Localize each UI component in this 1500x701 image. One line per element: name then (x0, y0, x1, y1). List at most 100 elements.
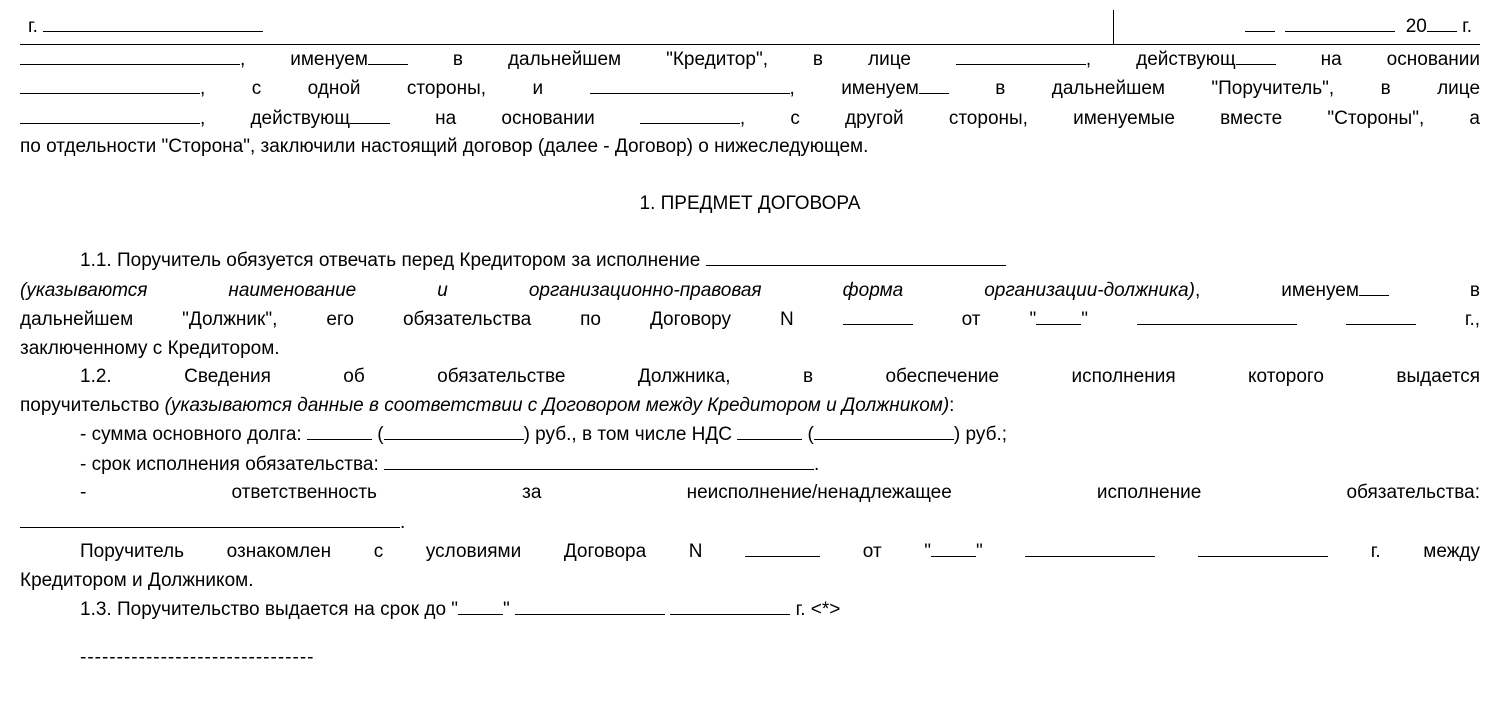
footnote-dashes: -------------------------------- (80, 644, 1480, 673)
guarantor-basis-blank (640, 104, 740, 124)
ack-year-blank (1198, 537, 1328, 557)
preamble-text-1c: , действующ (1086, 49, 1236, 70)
term-year-blank (670, 595, 790, 615)
bullet-term: - срок исполнения обязательства: . (20, 450, 1480, 480)
year-blank (1427, 12, 1457, 32)
clause-1-2-text-b: поручительство (20, 395, 165, 416)
bullet-sum-a: - сумма основного долга: (80, 424, 307, 445)
ack-text-a: Поручитель ознакомлен с условиями Догово… (80, 541, 745, 562)
city-label: г. (28, 16, 38, 37)
ack-day-blank (931, 537, 976, 557)
clause-1-1-text-j: заключенному с Кредитором. (20, 338, 280, 359)
preamble-text-2b: , именуем (790, 78, 919, 99)
nds-blank (737, 420, 802, 440)
clause-1-1-text-i: г., (1416, 309, 1480, 330)
preamble-text-4: по отдельности "Сторона", заключили наст… (20, 136, 868, 157)
bullet-sum-b: ( (372, 424, 384, 445)
creditor-name-blank (20, 45, 240, 65)
debtor-suffix-blank (1359, 276, 1389, 296)
contract-month-blank (1137, 305, 1297, 325)
clause-1-2-text-c: : (949, 395, 954, 416)
bullet-term-b: . (814, 454, 819, 475)
clause-1-1-text-d: в (1389, 280, 1480, 301)
creditor-person-blank (956, 45, 1086, 65)
clause-1-2-italic: (указываются данные в соответствии с Дог… (165, 395, 950, 416)
term-month-blank (515, 595, 665, 615)
clause-1-1-italic: (указываются наименование и организацион… (20, 280, 1195, 301)
creditor-acting-blank (1236, 45, 1276, 65)
city-cell: г. (20, 10, 1114, 44)
term-blank (384, 450, 814, 470)
preamble-text-2a: , с одной стороны, и (200, 78, 590, 99)
bullet-liability-line1: - ответственность за неисполнение/ненадл… (20, 479, 1480, 508)
liability-blank (20, 508, 400, 528)
preamble-line1: , именуем в дальнейшем "Кредитор", в лиц… (20, 45, 1480, 75)
header-row: г. 20 г. (20, 10, 1480, 45)
clause-1-2-line2: поручительство (указываются данные в соо… (20, 392, 1480, 421)
preamble-text-1a: , именуем (240, 49, 368, 70)
clause-1-3-text-d: г. <*> (790, 599, 840, 620)
clause-1-1-line3: дальнейшем "Должник", его обязательства … (20, 305, 1480, 335)
bullet-liability-b: . (400, 512, 405, 533)
ack-text-d (1155, 541, 1198, 562)
clause-1-1-text-e: дальнейшем "Должник", его обязательства … (20, 309, 843, 330)
clause-1-2-text-a: 1.2. Сведения об обязательстве Должника,… (80, 366, 1480, 387)
ack-month-blank (1025, 537, 1155, 557)
contract-year-blank (1346, 305, 1416, 325)
clause-1-3: 1.3. Поручительство выдается на срок до … (20, 595, 1480, 625)
clause-1-1-text-g: " (1081, 309, 1137, 330)
clause-1-1-text-a: 1.1. Поручитель обязуется отвечать перед… (80, 250, 706, 271)
contract-day-blank (1036, 305, 1081, 325)
clause-1-1-line2: (указываются наименование и организацион… (20, 276, 1480, 306)
preamble-line2: , с одной стороны, и , именуем в дальней… (20, 74, 1480, 104)
year-label: 20 (1406, 16, 1427, 37)
bullet-liability-a: - ответственность за неисполнение/ненадл… (80, 482, 1480, 503)
clause-1-1-text-c: , именуем (1195, 280, 1359, 301)
acknowledgement-line1: Поручитель ознакомлен с условиями Догово… (20, 537, 1480, 567)
preamble-text-2c: в дальнейшем "Поручитель", в лице (949, 78, 1480, 99)
acknowledgement-line2: Кредитором и Должником. (20, 567, 1480, 596)
ack-text-f: Кредитором и Должником. (20, 570, 253, 591)
bullet-liability-line2: . (20, 508, 1480, 538)
ack-text-e: г. между (1328, 541, 1480, 562)
bullet-sum: - сумма основного долга: ( ) руб., в том … (20, 420, 1480, 450)
section-1-title: 1. ПРЕДМЕТ ДОГОВОРА (20, 190, 1480, 219)
nds-words-blank (814, 420, 954, 440)
city-blank (43, 12, 263, 32)
guarantor-acting-blank (350, 104, 390, 124)
sum-words-blank (384, 420, 524, 440)
date-month-blank (1285, 12, 1395, 32)
term-day-blank (458, 595, 503, 615)
preamble-text-3a: , действующ (200, 108, 350, 129)
clause-1-1-line1: 1.1. Поручитель обязуется отвечать перед… (20, 246, 1480, 276)
guarantor-person-blank (20, 104, 200, 124)
clause-1-2-line1: 1.2. Сведения об обязательстве Должника,… (20, 363, 1480, 392)
preamble-text-3c: , с другой стороны, именуемые вместе "Ст… (740, 108, 1480, 129)
clause-1-3-text-a: 1.3. Поручительство выдается на срок до … (80, 599, 458, 620)
ack-text-b: от " (820, 541, 931, 562)
date-cell: 20 г. (1114, 10, 1480, 44)
guarantor-suffix-blank (919, 74, 949, 94)
preamble-line3: , действующ на основании , с другой стор… (20, 104, 1480, 134)
preamble-text-1d: на основании (1276, 49, 1480, 70)
bullet-sum-d: ( (802, 424, 814, 445)
guarantor-name-blank (590, 74, 790, 94)
year-suffix: г. (1462, 16, 1472, 37)
sum-blank (307, 420, 372, 440)
clause-1-1-text-f: от " (913, 309, 1037, 330)
date-day-blank (1245, 12, 1275, 32)
preamble-line4: по отдельности "Сторона", заключили наст… (20, 133, 1480, 162)
clause-1-1-text-h (1297, 309, 1346, 330)
preamble-text-1b: в дальнейшем "Кредитор", в лице (408, 49, 956, 70)
bullet-sum-e: ) руб.; (954, 424, 1007, 445)
creditor-suffix-blank (368, 45, 408, 65)
bullet-sum-c: ) руб., в том числе НДС (524, 424, 738, 445)
contract-n-blank (843, 305, 913, 325)
clause-1-1-line4: заключенному с Кредитором. (20, 335, 1480, 364)
ack-n-blank (745, 537, 820, 557)
preamble-text-3b: на основании (390, 108, 640, 129)
creditor-basis-blank (20, 74, 200, 94)
bullet-term-a: - срок исполнения обязательства: (80, 454, 384, 475)
debtor-exec-blank (706, 246, 1006, 266)
clause-1-3-text-b: " (503, 599, 515, 620)
